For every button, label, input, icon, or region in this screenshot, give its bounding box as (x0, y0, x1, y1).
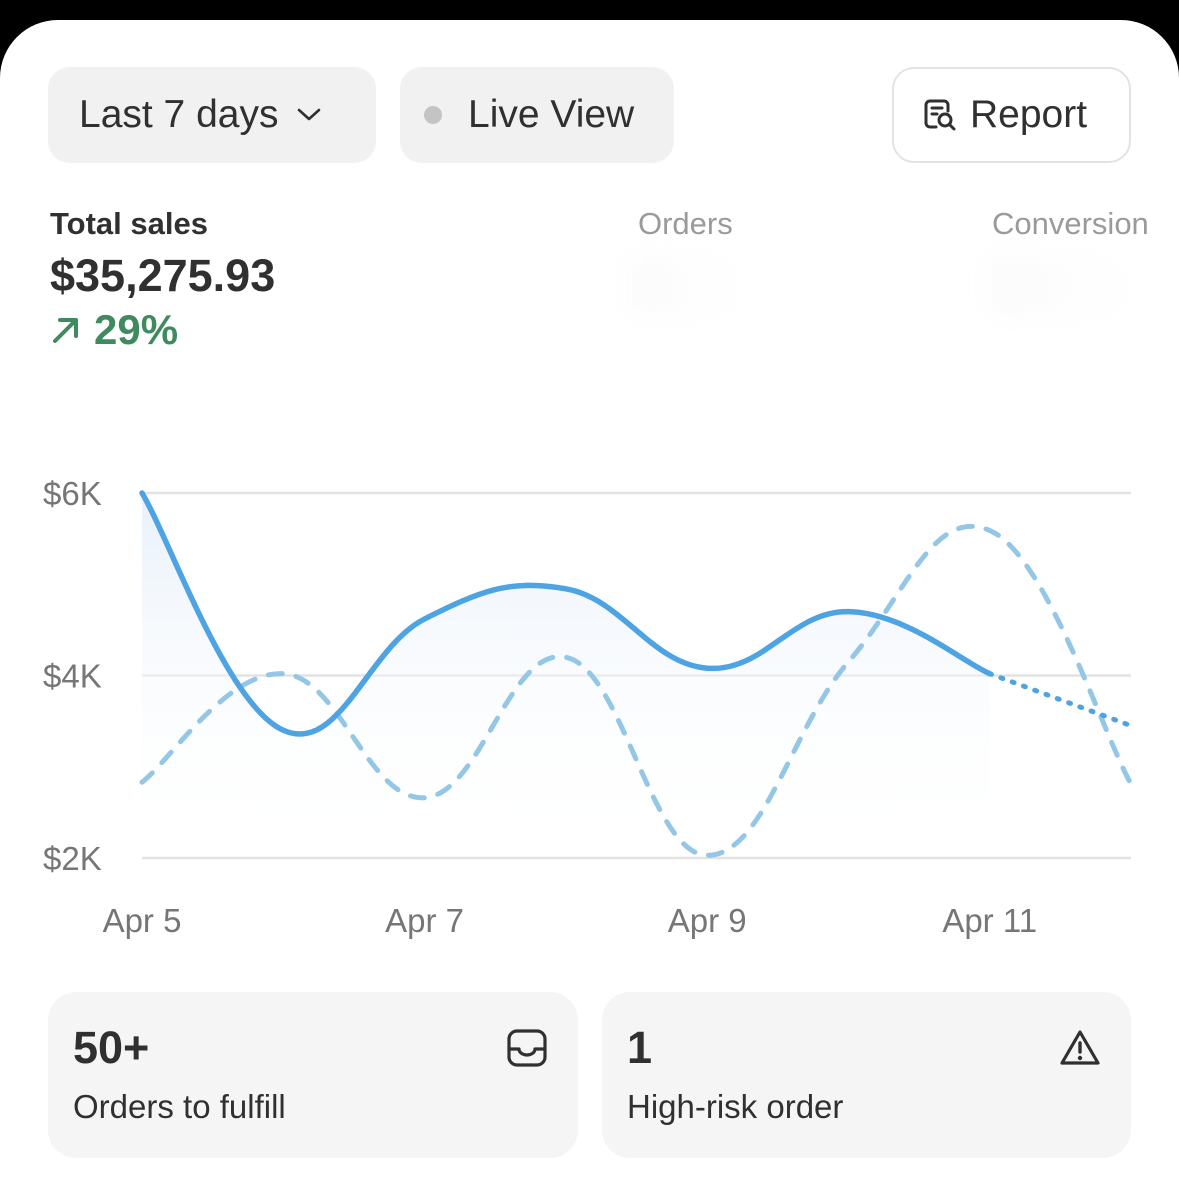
report-button[interactable]: Report (892, 67, 1131, 163)
total-sales-change-value: 29% (94, 306, 179, 353)
comparison-series-line (139, 523, 1134, 858)
orders-value-obscured (630, 256, 740, 316)
live-view-button[interactable]: Live View (400, 67, 674, 163)
date-range-label: Last 7 days (79, 93, 279, 136)
total-sales-label: Total sales (50, 206, 208, 241)
total-sales-value: $35,275.93 (50, 250, 276, 301)
live-status-dot (424, 106, 442, 124)
dashboard-card: Last 7 days Live View Report Total sales… (0, 20, 1179, 1183)
high-risk-order-count: 1 (627, 1022, 653, 1073)
high-risk-order-card[interactable]: 1 High-risk order (602, 992, 1131, 1158)
x-tick-label: Apr 5 (103, 902, 182, 939)
total-sales-metric[interactable]: Total sales $35,275.93 29% (50, 206, 275, 354)
y-tick-label: $6K (43, 475, 102, 512)
high-risk-order-label: High-risk order (627, 1088, 844, 1125)
conversion-value-obscured (990, 256, 1140, 316)
orders-label: Orders (638, 206, 733, 241)
y-tick-label: $4K (43, 658, 102, 695)
chevron-down-icon (296, 107, 322, 123)
main-series-partial-line (987, 671, 1134, 729)
orders-to-fulfill-label: Orders to fulfill (73, 1088, 286, 1125)
live-view-label: Live View (468, 93, 635, 136)
orders-to-fulfill-card[interactable]: 50+ Orders to fulfill (48, 992, 578, 1158)
conversion-label: Conversion (992, 206, 1149, 241)
total-sales-change: 29% (50, 306, 275, 354)
x-tick-label: Apr 7 (385, 902, 464, 939)
y-tick-label: $2K (43, 840, 102, 877)
arrow-up-right-icon (50, 314, 82, 346)
conversion-metric[interactable]: Conversion (992, 206, 1149, 242)
alert-triangle-icon (1059, 1028, 1101, 1068)
x-tick-label: Apr 11 (942, 902, 1037, 939)
report-search-icon (922, 97, 958, 133)
date-range-selector[interactable]: Last 7 days (48, 67, 376, 163)
main-series-line (139, 490, 993, 737)
report-label: Report (970, 93, 1088, 136)
inbox-icon (506, 1028, 548, 1068)
main-series-area (142, 493, 990, 858)
orders-to-fulfill-count: 50+ (73, 1022, 150, 1073)
x-tick-label: Apr 9 (668, 902, 747, 939)
orders-metric[interactable]: Orders (638, 206, 733, 242)
